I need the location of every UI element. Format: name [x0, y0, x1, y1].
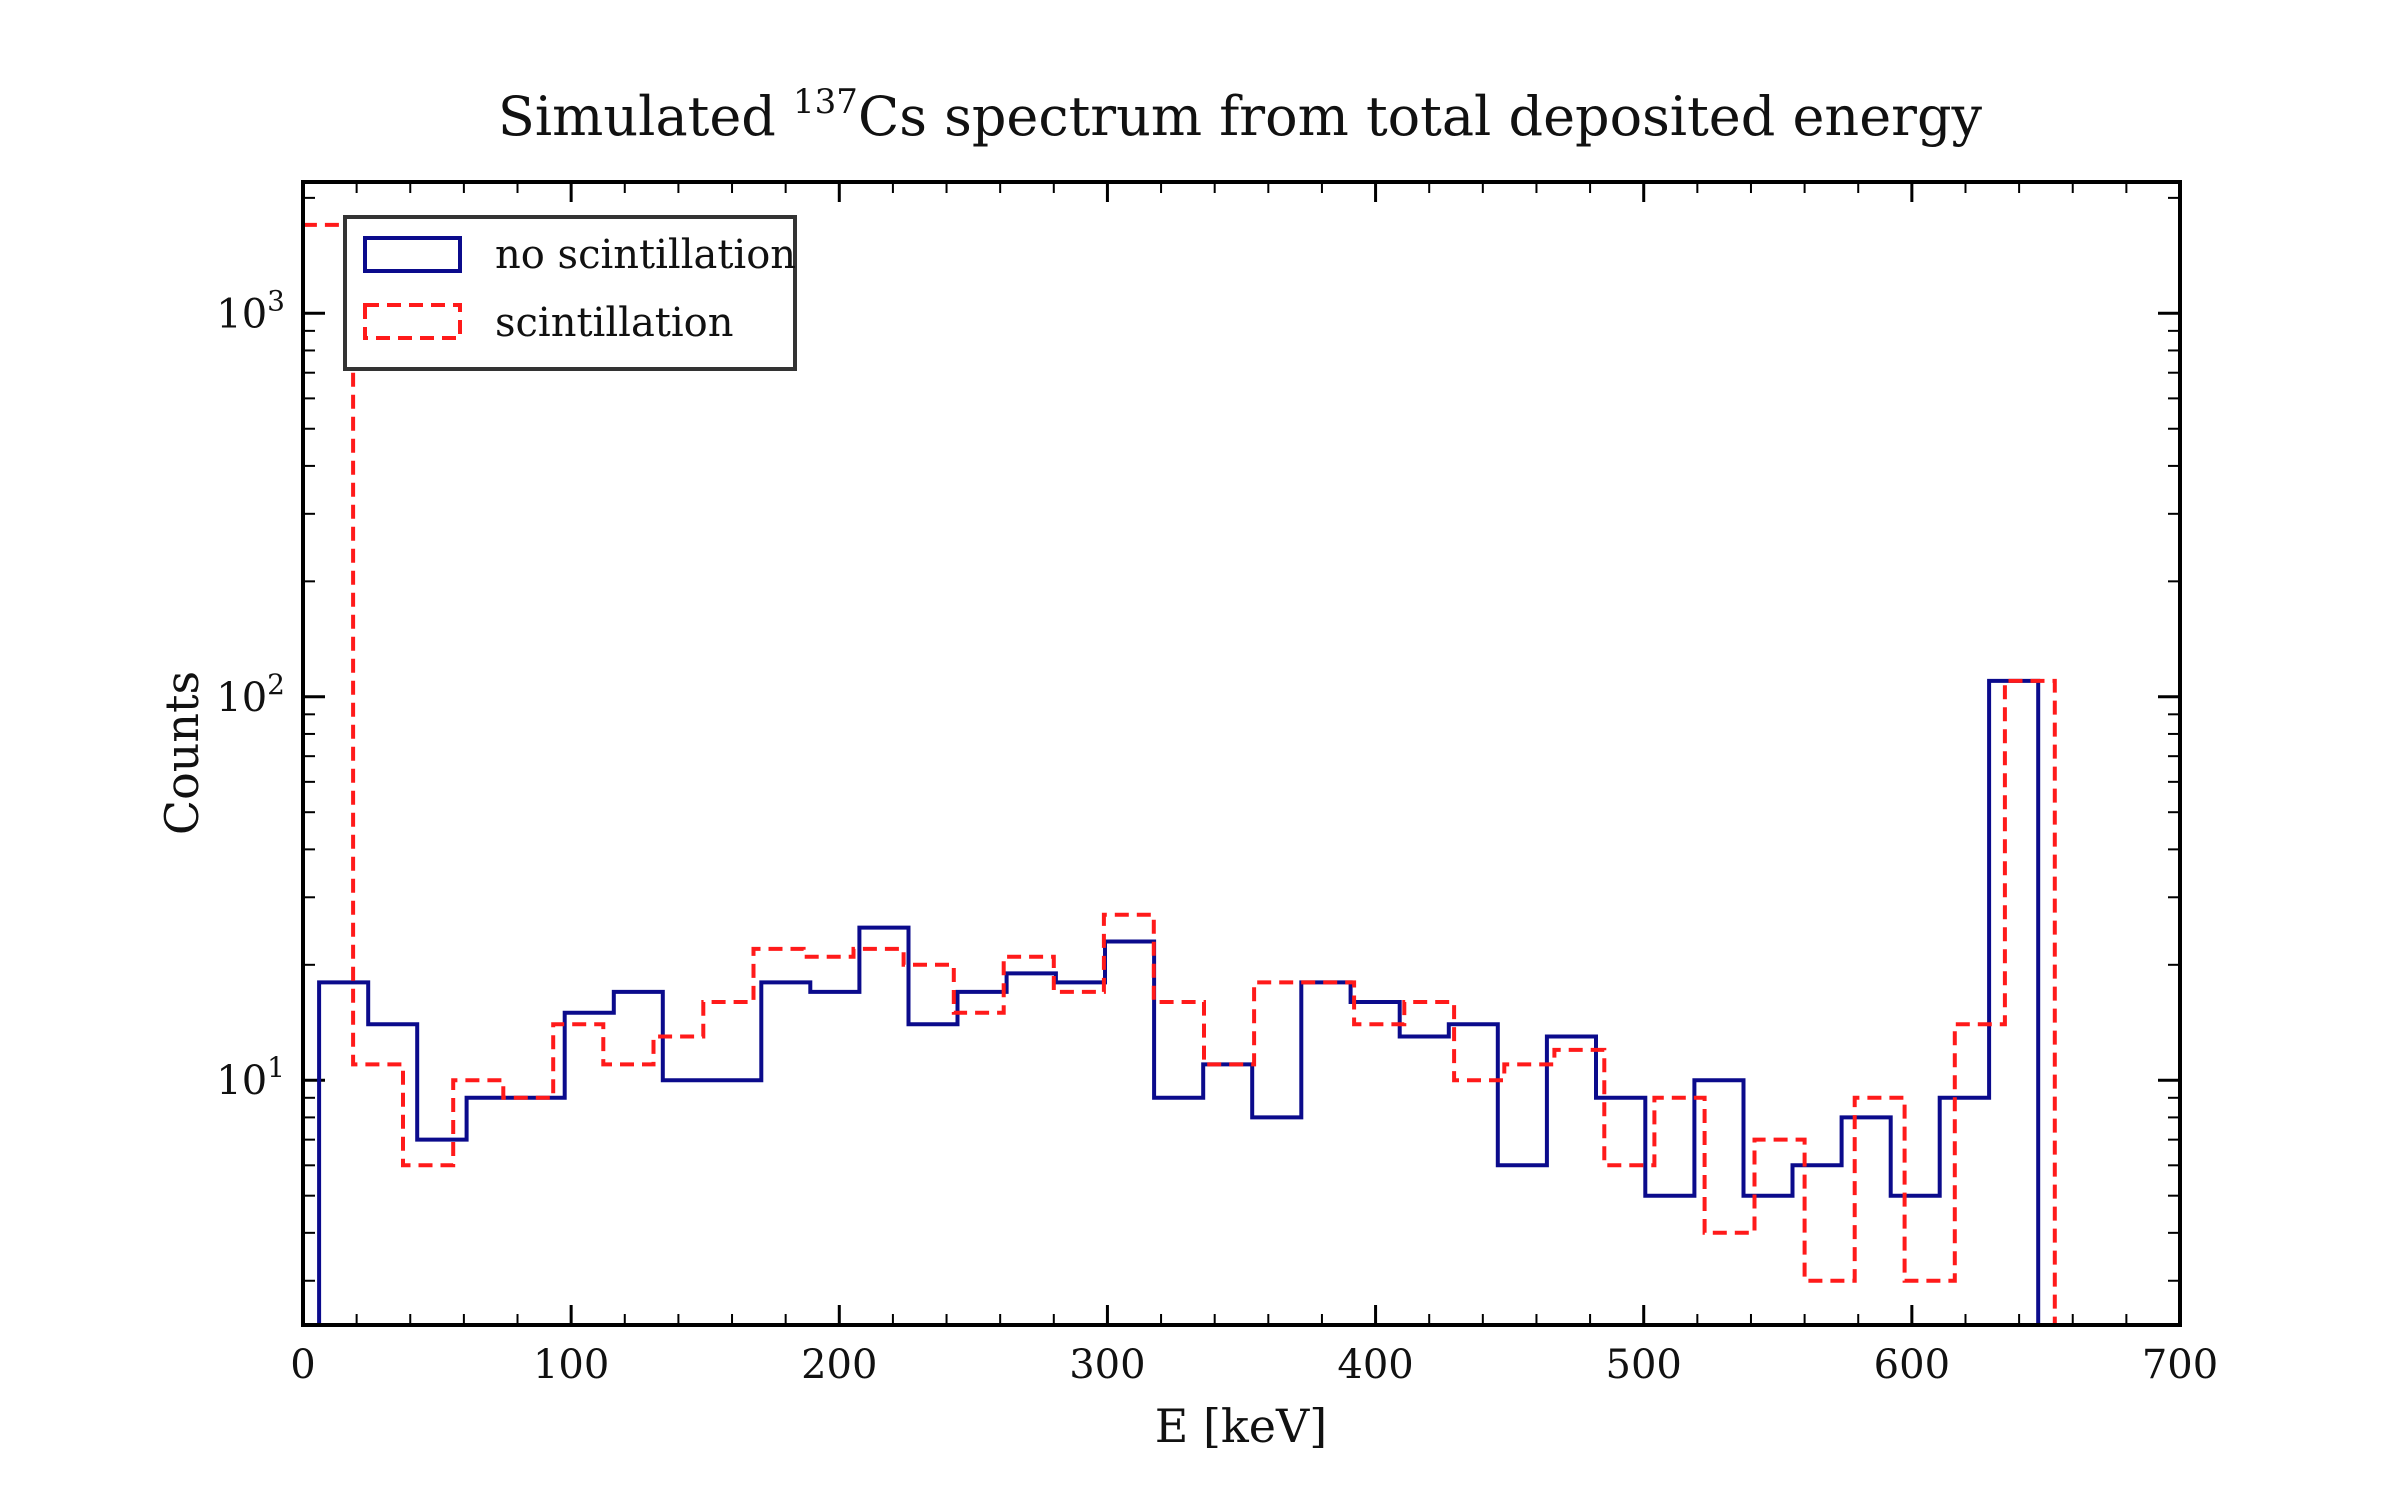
legend-box — [343, 215, 797, 371]
x-tick-label: 0 — [290, 1342, 315, 1388]
chart-title: Simulated 137Cs spectrum from total depo… — [498, 82, 1983, 148]
series-scintillation-line — [301, 222, 2105, 1327]
y-tick-label: 101 — [216, 1051, 285, 1104]
x-tick-label: 200 — [801, 1342, 877, 1388]
x-tick-label: 300 — [1069, 1342, 1145, 1388]
legend-label-no-scintillation: no scintillation — [495, 232, 796, 278]
x-tick-label: 400 — [1337, 1342, 1413, 1388]
x-tick-label: 500 — [1606, 1342, 1682, 1388]
x-tick-label: 600 — [1874, 1342, 1950, 1388]
y-tick-label: 103 — [216, 284, 285, 337]
histogram-series — [301, 222, 2105, 1327]
x-tick-label: 100 — [533, 1342, 609, 1388]
y-tick-label: 102 — [216, 668, 285, 721]
chart-title-suffix: Cs spectrum from total deposited energy — [858, 85, 1983, 148]
axis-ticks: 0 100 200 300 400 500 600 700 101 102 103 — [216, 182, 2218, 1388]
chart-title-prefix: Simulated — [498, 85, 793, 148]
legend-swatch-scintillation — [363, 303, 462, 340]
chart-title-superscript: 137 — [793, 82, 858, 122]
legend-label-scintillation: scintillation — [495, 300, 734, 346]
y-axis-label: Counts — [155, 671, 209, 835]
legend-swatch-no-scintillation — [363, 236, 462, 273]
series-no-scintillation-line — [317, 678, 2088, 1327]
x-tick-label: 700 — [2142, 1342, 2218, 1388]
plot-frame — [301, 180, 2182, 1327]
x-axis-label: E [keV] — [1155, 1399, 1327, 1453]
legend: no scintillation scintillation — [343, 215, 797, 371]
